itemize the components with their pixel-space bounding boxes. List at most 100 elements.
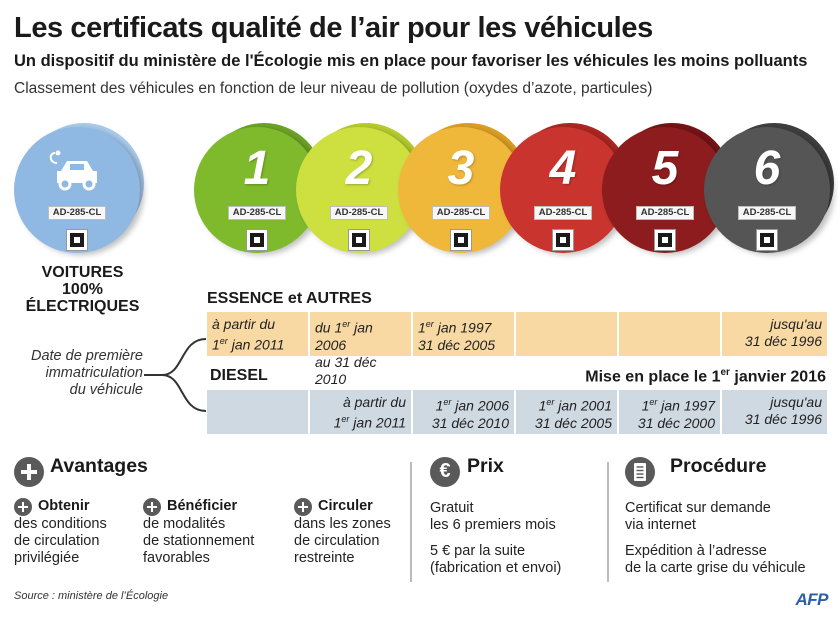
advantage-text: de modalités de stationnement favorables: [143, 516, 254, 567]
advantage-line: restreinte: [294, 550, 355, 566]
divider: [607, 462, 609, 582]
license-plate: AD-285-CL: [432, 206, 490, 220]
prix-line: 5 € par la suite: [430, 543, 526, 559]
advantage-line: favorables: [143, 550, 210, 566]
badge: 4 AD-285-CL: [500, 123, 630, 253]
table-cell: jusqu'au 31 déc 1996: [722, 390, 827, 434]
license-plate: AD-285-CL: [636, 206, 694, 220]
cell-line: 1er jan 2006: [418, 394, 509, 415]
advantage-line: de modalités: [143, 516, 226, 532]
badge: AD-285-CL: [14, 123, 144, 253]
badge: 6 AD-285-CL: [704, 123, 834, 253]
table-cell: jusqu'au 31 déc 1996: [722, 312, 827, 356]
cell-line: 31 déc 2010: [431, 414, 509, 431]
badge-number: 2: [345, 142, 373, 195]
advantage-text: des conditions de circulation privilégiée: [14, 516, 107, 567]
cell-text: 1: [538, 397, 547, 414]
badge-number: 6: [753, 142, 781, 195]
plus-icon: [294, 498, 312, 516]
license-plate: AD-285-CL: [330, 206, 388, 220]
side-label-line: Date de première: [30, 348, 143, 364]
qr-code-icon: [654, 229, 676, 251]
advantage-line: de circulation: [14, 533, 100, 549]
cell-line: 31 déc 2005: [418, 336, 496, 353]
badge-number: 3: [447, 142, 475, 195]
page-title: Les certificats qualité de l’air pour le…: [14, 12, 653, 44]
badge-number: 4: [549, 142, 577, 195]
prix-line: Gratuit: [430, 500, 474, 516]
ev-label-line: ÉLECTRIQUES: [25, 298, 140, 315]
intro-text: Classement des véhicules en fonction de …: [14, 80, 653, 97]
cell-line: jusqu'au: [770, 316, 822, 332]
cell-text: jan 2011: [349, 414, 406, 431]
cell-text: 1: [641, 397, 650, 414]
license-plate: AD-285-CL: [48, 206, 106, 220]
cell-text: jan 2001: [554, 397, 612, 414]
license-plate: AD-285-CL: [534, 206, 592, 220]
side-label-line: immatriculation: [45, 365, 144, 381]
advantage-title: Circuler: [318, 498, 373, 514]
cell-line: au 31 déc 2010: [315, 353, 377, 387]
cell-text: 1: [418, 319, 426, 336]
qr-code-icon: [450, 229, 472, 251]
table-cell: du 1er jan 2006 au 31 déc 2010: [310, 312, 413, 387]
mise-text: Mise en place le 1: [585, 368, 721, 386]
license-plate: AD-285-CL: [228, 206, 286, 220]
cell-text: jan 2011: [227, 336, 285, 353]
cell-sup: er: [342, 319, 351, 329]
cell-line: 31 déc 2000: [637, 414, 715, 431]
table-cell: [619, 312, 722, 356]
cell-text: 1: [212, 336, 220, 353]
cell-line: 1er jan 2001: [521, 394, 612, 415]
prix-text: Gratuit les 6 premiers mois 5 € par la s…: [430, 500, 561, 577]
essence-row: à partir du 1er jan 2011 du 1er jan 2006 au…: [207, 312, 827, 387]
cell-line: à partir du: [342, 394, 406, 410]
afp-logo: AFP: [795, 590, 829, 609]
euro-icon: €: [430, 457, 460, 487]
table-cell: à partir du 1er jan 2011: [310, 390, 413, 434]
procedure-line: Expédition à l’adresse: [625, 543, 767, 559]
cell-line: jusqu'au: [770, 394, 822, 410]
source-note: Source : ministère de l’Écologie: [14, 590, 169, 602]
license-plate: AD-285-CL: [738, 206, 796, 220]
advantage-title: Bénéficier: [167, 498, 238, 514]
cell-text: 1: [435, 397, 444, 414]
mise-text: janvier 2016: [729, 368, 826, 386]
plus-icon: [14, 498, 32, 516]
cell-line: 31 déc 1996: [744, 411, 822, 427]
cell-text: jan 1997: [657, 397, 715, 414]
diesel-row-title: DIESEL: [210, 367, 268, 384]
procedure-text: Certificat sur demande via internet Expé…: [625, 500, 806, 577]
electric-car-icon: [49, 150, 97, 191]
start-date-note: Mise en place le 1er janvier 2016: [585, 367, 826, 386]
procedure-line: via internet: [625, 517, 696, 533]
divider: [410, 462, 412, 582]
prix-line: (fabrication et envoi): [430, 560, 562, 576]
cell-text: jan 1997: [433, 319, 492, 336]
cell-text: jan 2006: [451, 397, 509, 414]
procedure-line: de la carte grise du véhicule: [625, 560, 806, 576]
advantage-line: de circulation: [294, 533, 380, 549]
qr-code-icon: [66, 229, 88, 251]
cell-sup: er: [649, 397, 658, 407]
cell-text: 1: [333, 414, 342, 431]
electric-vehicles-label: VOITURES 100% ÉLECTRIQUES: [10, 264, 155, 315]
table-cell: 1er jan 2001 31 déc 2005: [516, 390, 619, 434]
qr-code-icon: [246, 229, 268, 251]
cell-line: 1er jan 1997: [418, 316, 509, 337]
document-icon: [625, 457, 655, 487]
registration-date-label: Date de première immatriculation du véhi…: [8, 348, 143, 399]
cell-line: 31 déc 1996: [744, 333, 822, 349]
cell-line: à partir du: [212, 316, 276, 332]
qr-code-icon: [552, 229, 574, 251]
cell-sup: er: [443, 397, 452, 407]
avantages-title: Avantages: [50, 455, 148, 477]
table-cell: 1er jan 1997 31 déc 2005: [413, 312, 516, 356]
table-cell: 1er jan 1997 31 déc 2000: [619, 390, 722, 434]
cell-text: jan 2006: [315, 319, 373, 353]
cell-sup: er: [219, 336, 228, 346]
essence-row-title: ESSENCE et AUTRES: [207, 290, 372, 307]
advantage-title: Obtenir: [38, 498, 90, 514]
cell-line: 31 déc 2005: [534, 414, 612, 431]
cell-sup: er: [425, 319, 434, 329]
